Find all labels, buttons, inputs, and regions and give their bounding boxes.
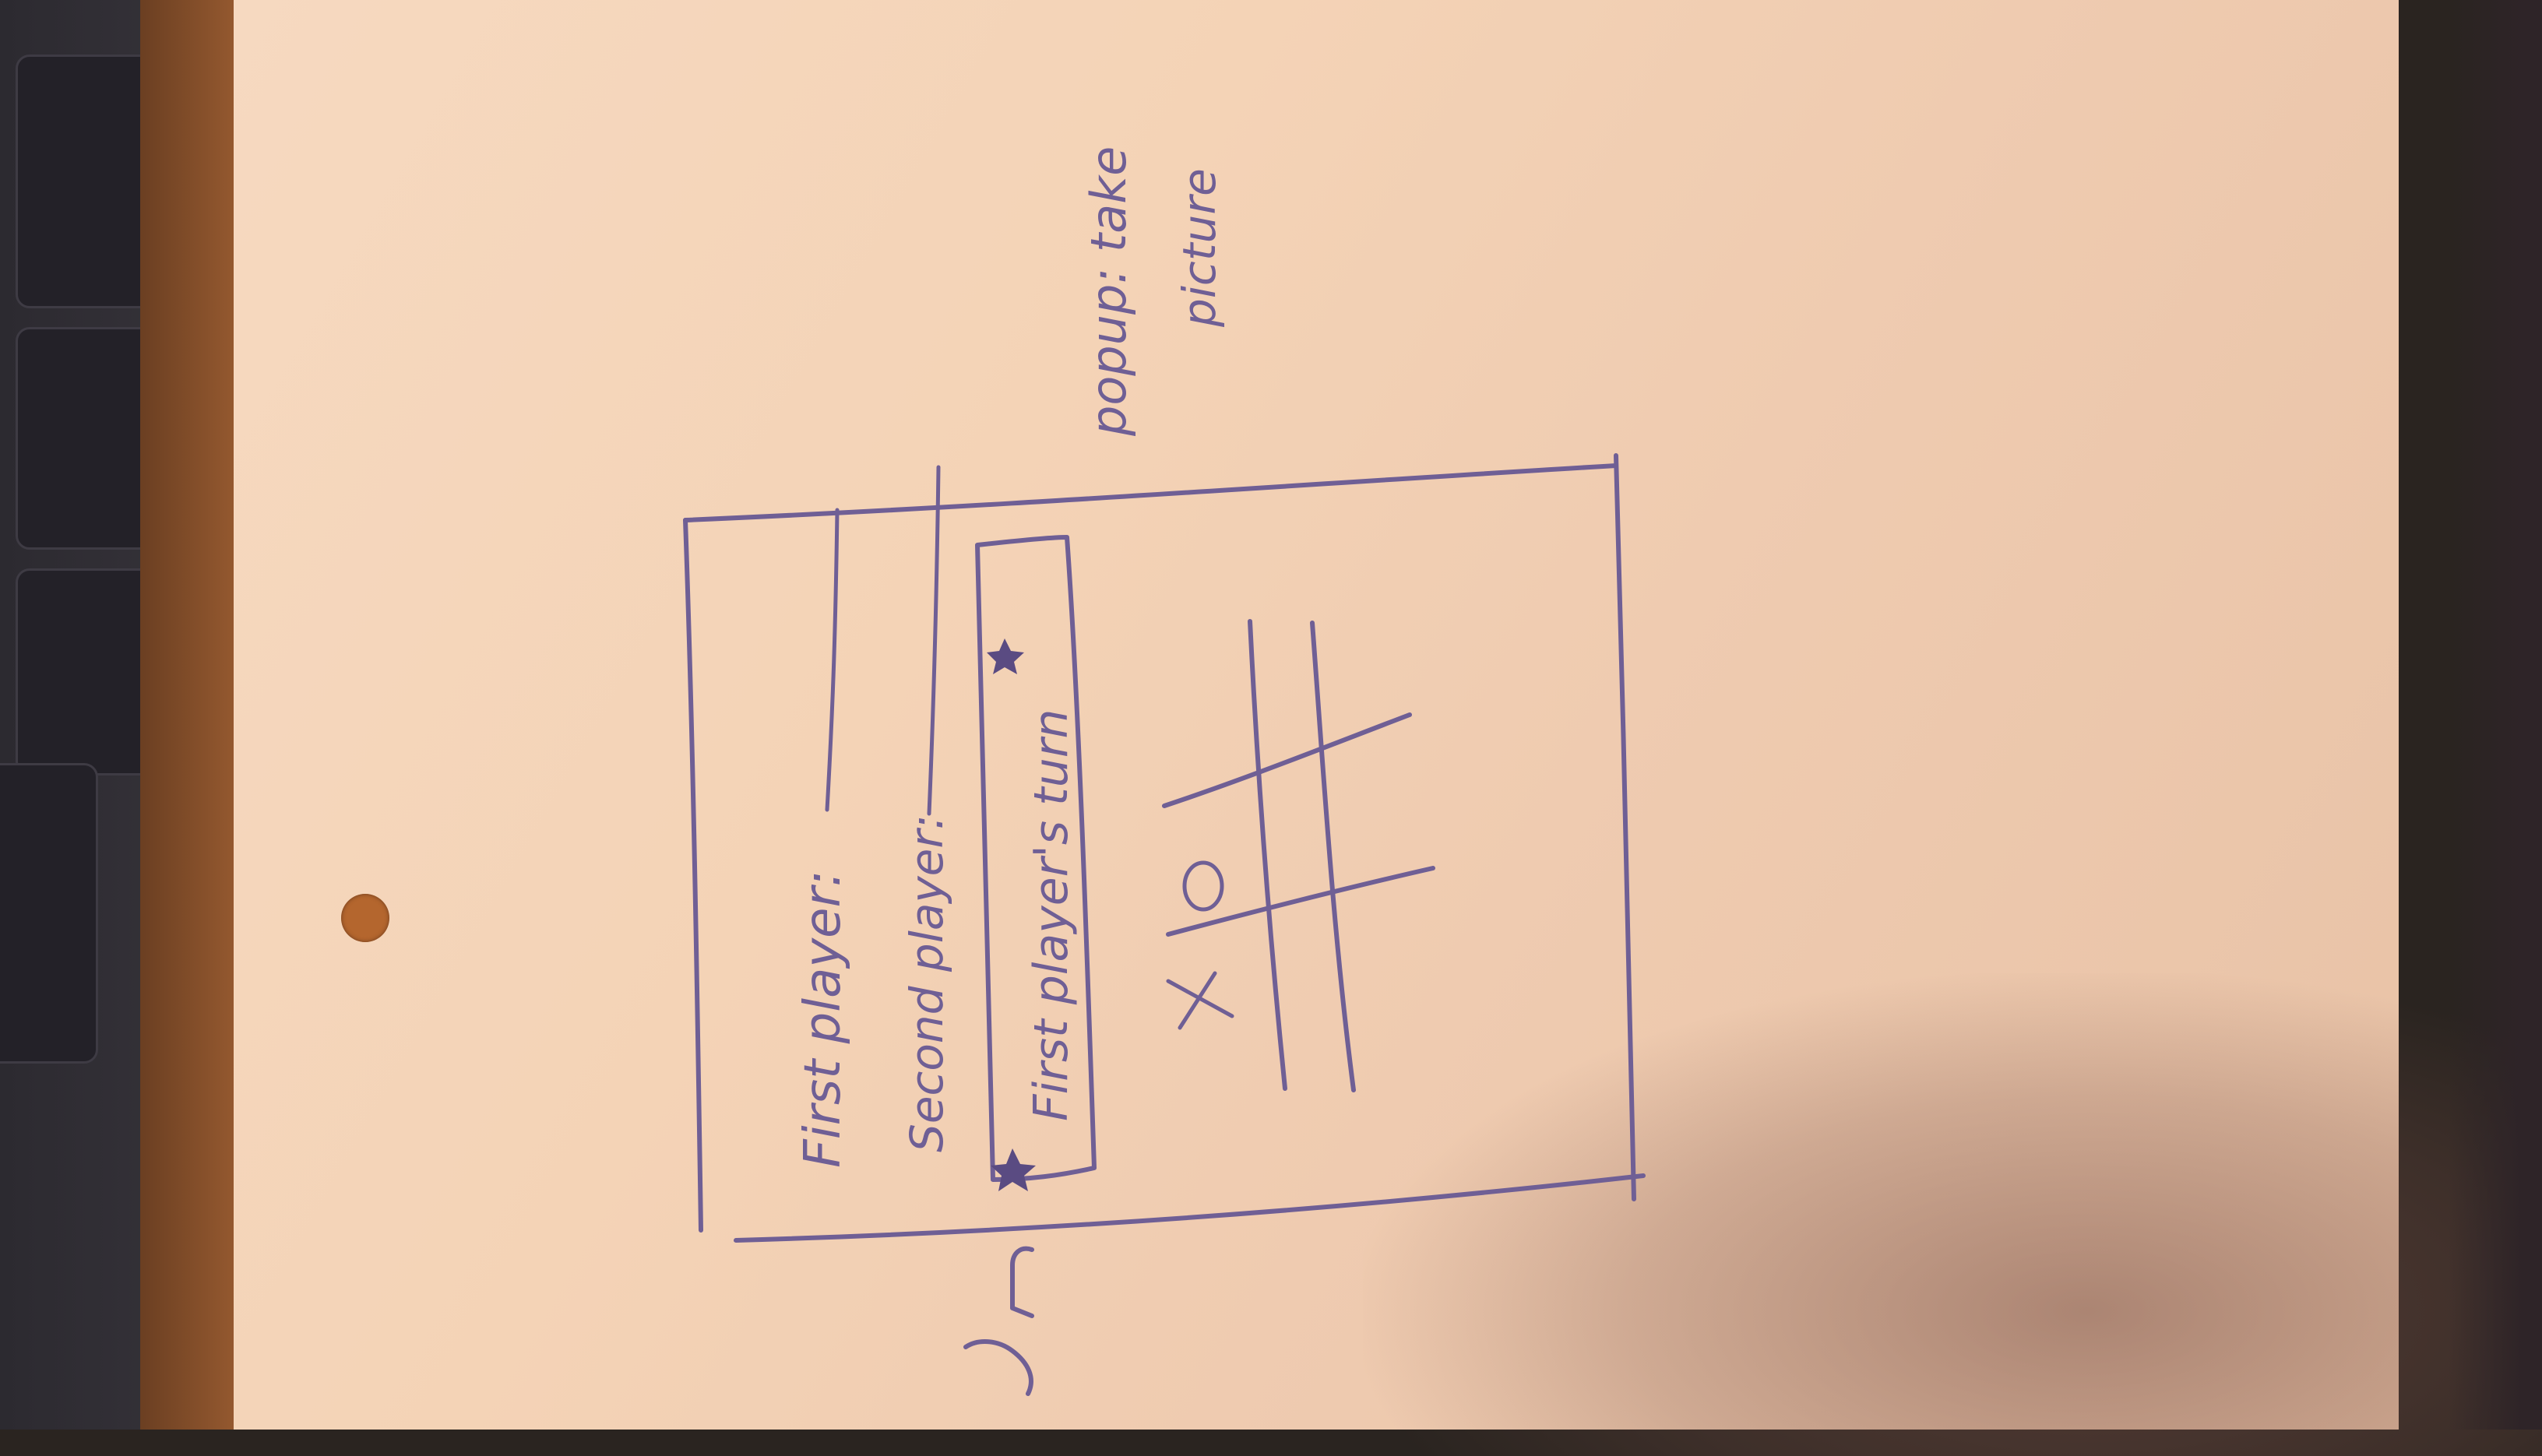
punch-hole (341, 894, 389, 942)
second-player-row: Second player: (900, 465, 953, 1152)
tic-tac-toe-board: O X (1162, 619, 1435, 1092)
x-mark-label: X (1199, 1004, 1200, 1005)
arrow-annotation (963, 1246, 1034, 1396)
star-icon (987, 638, 1024, 674)
keyboard-key (0, 763, 98, 1064)
star-icon (991, 1148, 1036, 1191)
side-note-line2: picture (1173, 168, 1226, 328)
second-player-label: Second player: (900, 814, 953, 1152)
o-mark (1182, 860, 1224, 912)
first-player-field-line (825, 508, 840, 812)
first-player-label: First player: (794, 870, 852, 1168)
hand-shadow (1363, 973, 2542, 1456)
turn-banner: First player's turn (975, 535, 1097, 1191)
side-note-line1: popup: take (1080, 146, 1137, 437)
first-player-row: First player: (794, 508, 852, 1168)
side-note: popup: take picture (1080, 146, 1226, 437)
second-player-field-line (927, 465, 941, 816)
x-mark (1166, 971, 1234, 1030)
phone-frame (683, 453, 1646, 1243)
o-mark-label: O (1203, 885, 1204, 887)
right-background (2449, 0, 2542, 1430)
arrow-icon (1010, 1246, 1034, 1318)
turn-banner-text: First player's turn (1024, 709, 1079, 1121)
